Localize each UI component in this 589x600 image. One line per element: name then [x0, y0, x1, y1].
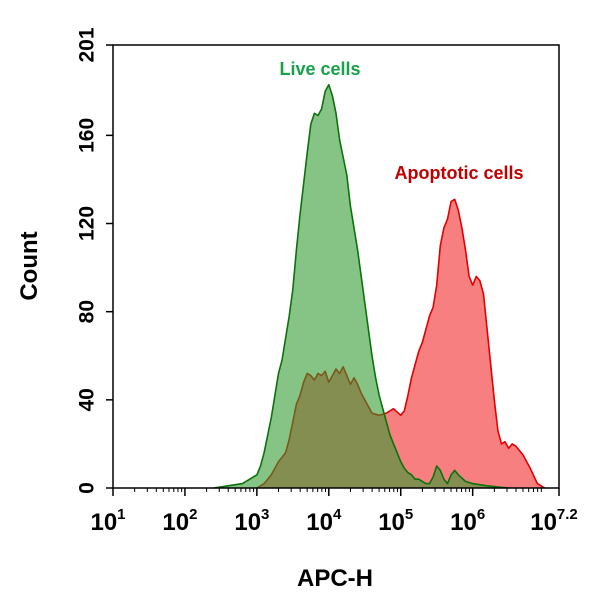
y-tick-labels: 0 40 80 120 160 201: [75, 27, 98, 494]
series-area: [213, 84, 509, 488]
x-tick-base: 10: [234, 509, 261, 536]
series-1: [213, 83, 509, 489]
x-axis-ticks: [112, 488, 560, 496]
x-tick-labels: 101 102 103 104 105 106 107.2: [90, 506, 577, 536]
x-tick-label: 101: [90, 506, 125, 536]
x-tick-label: 106: [450, 506, 485, 536]
annotation-live-cells: Live cells: [279, 59, 360, 79]
x-tick-base: 10: [90, 509, 117, 536]
x-tick-base: 10: [530, 509, 557, 536]
x-tick-base: 10: [450, 509, 477, 536]
y-tick-label: 120: [75, 206, 98, 241]
x-tick-exponent: 4: [333, 506, 342, 523]
series-outline: [213, 83, 509, 489]
y-axis-title: Count: [16, 231, 43, 300]
x-tick-base: 10: [306, 509, 333, 536]
x-tick-exponent: 2: [189, 506, 197, 523]
y-tick-label: 80: [75, 300, 98, 323]
x-tick-exponent: 3: [261, 506, 269, 523]
x-tick-exponent: 7.2: [557, 506, 578, 523]
y-tick-label: 160: [75, 118, 98, 153]
x-tick-base: 10: [162, 509, 189, 536]
x-tick-exponent: 5: [405, 506, 413, 523]
x-tick-label: 104: [306, 506, 342, 536]
x-tick-label: 102: [162, 506, 197, 536]
plot-frame: [112, 44, 560, 489]
x-tick-exponent: 6: [477, 506, 485, 523]
y-tick-label: 201: [75, 27, 98, 62]
x-tick-base: 10: [378, 509, 405, 536]
annotation-apoptotic-cells: Apoptotic cells: [394, 163, 523, 183]
series-layer: [213, 83, 546, 489]
x-tick-label: 107.2: [530, 506, 578, 536]
x-axis-title: APC-H: [297, 565, 373, 592]
y-tick-label: 0: [75, 482, 98, 494]
x-tick-label: 105: [378, 506, 413, 536]
y-axis-ticks: [106, 44, 113, 489]
x-tick-exponent: 1: [117, 506, 125, 523]
y-tick-label: 40: [75, 388, 98, 411]
x-tick-label: 103: [234, 506, 269, 536]
